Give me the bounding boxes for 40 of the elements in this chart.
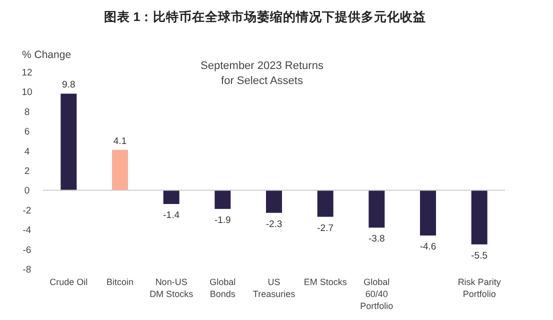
bar	[112, 150, 128, 190]
bar	[214, 190, 231, 209]
x-tick-label: Risk Parity Portfolio	[458, 277, 502, 299]
x-tick-label: Global 60/40 Portfolio	[360, 277, 394, 311]
y-tick-label: -8	[22, 264, 32, 276]
data-label: -5.5	[471, 250, 488, 262]
data-label: -3.8	[368, 234, 385, 245]
x-tick-label: Crude Oil	[50, 277, 88, 287]
x-tick-label: Global Bonds	[210, 277, 236, 299]
x-tick-label: Bitcoin	[106, 277, 134, 287]
y-axis-title: % Change	[22, 49, 72, 61]
bar	[60, 94, 77, 190]
chart-subtitle: September 2023 Returns for Select Assets	[200, 60, 324, 87]
chart-title: 图表 1：比特币在全球市场萎缩的情况下提供多元化收益	[104, 9, 426, 24]
data-label: -4.6	[420, 242, 436, 253]
y-tick-label: 12	[22, 68, 32, 78]
bar	[266, 190, 282, 213]
bar	[471, 190, 488, 244]
y-tick-label: 0	[24, 186, 30, 197]
data-label: 4.1	[113, 136, 127, 147]
bar	[368, 190, 385, 228]
data-label: 9.8	[62, 80, 76, 91]
x-tick-label: EM Stocks	[304, 277, 348, 287]
y-tick-label: 4	[24, 146, 30, 158]
y-tick-label: 8	[24, 106, 30, 118]
data-label: -2.3	[266, 218, 282, 230]
data-label: -1.4	[163, 210, 180, 221]
x-tick-label: Non-US DM Stocks	[150, 277, 194, 299]
y-tick-label: 2	[24, 166, 30, 177]
y-tick-label: -4	[22, 225, 32, 236]
data-label: -1.9	[214, 214, 231, 226]
data-label: -2.7	[317, 222, 334, 234]
y-tick-label: -2	[22, 205, 32, 216]
x-tick-label: US Treasuries	[252, 277, 296, 299]
bar	[420, 190, 436, 236]
bar	[317, 190, 334, 217]
y-tick-label: 6	[24, 126, 30, 138]
y-tick-label: 10	[22, 87, 32, 98]
bar	[163, 190, 180, 204]
y-tick-label: -6	[22, 244, 32, 256]
